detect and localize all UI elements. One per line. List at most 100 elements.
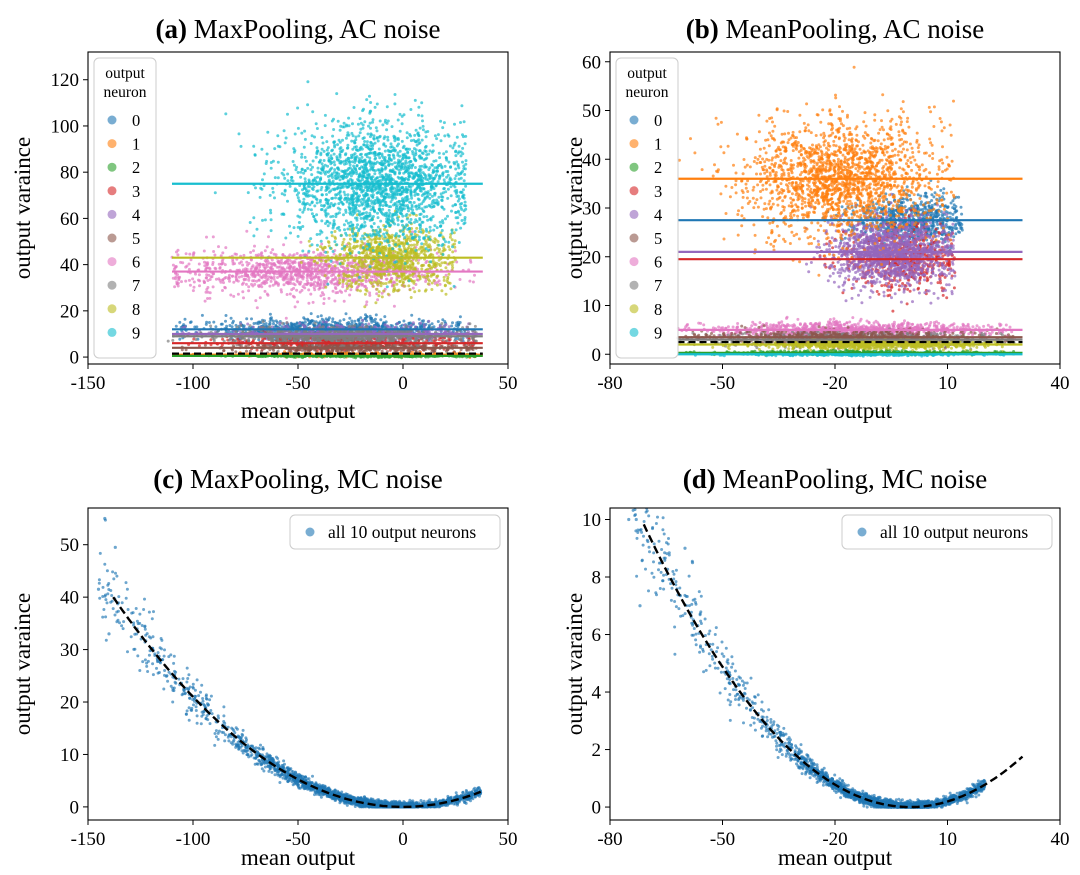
data-point (379, 200, 383, 204)
data-point (347, 261, 351, 265)
data-point (409, 249, 413, 253)
data-point (383, 158, 387, 162)
data-point (448, 248, 452, 252)
data-point (459, 205, 463, 209)
data-point (389, 266, 393, 270)
data-point (309, 292, 313, 296)
data-point (350, 319, 354, 323)
data-point (460, 219, 464, 222)
data-point (228, 273, 231, 277)
data-point (385, 285, 389, 289)
data-point (219, 262, 223, 266)
data-point (358, 213, 362, 217)
data-point (394, 232, 398, 236)
data-point (317, 287, 321, 291)
data-point (236, 292, 240, 296)
data-point (242, 324, 246, 328)
data-point (319, 251, 323, 255)
data-point (399, 252, 403, 256)
data-point (315, 201, 319, 205)
data-point (268, 312, 272, 316)
data-point (329, 259, 333, 263)
data-point (260, 285, 264, 289)
data-point (333, 264, 337, 268)
data-point (351, 198, 355, 202)
data-point (315, 243, 319, 247)
data-point (363, 292, 367, 296)
data-point (305, 193, 309, 197)
data-point (376, 298, 380, 302)
data-point (392, 253, 396, 257)
data-point (365, 192, 369, 196)
data-point (440, 244, 444, 248)
data-point (425, 243, 429, 247)
data-point (352, 106, 356, 109)
data-point (418, 227, 422, 231)
data-point (208, 267, 212, 271)
data-point (334, 260, 338, 264)
data-point (306, 103, 310, 107)
data-point (378, 152, 382, 156)
data-point (378, 281, 382, 285)
data-point (448, 178, 452, 182)
data-point (307, 288, 311, 292)
data-point (293, 305, 297, 309)
data-point (463, 218, 467, 222)
data-point (353, 204, 357, 208)
data-point (267, 235, 270, 239)
data-point (346, 131, 350, 135)
data-point (392, 146, 396, 150)
data-point (217, 245, 220, 249)
data-point (357, 175, 361, 179)
data-point (328, 246, 332, 250)
data-point (250, 265, 254, 269)
data-point (398, 154, 402, 158)
data-point (327, 258, 331, 262)
data-point (386, 138, 390, 142)
data-point (393, 149, 397, 153)
data-point (213, 191, 217, 195)
data-point (400, 275, 404, 279)
data-point (436, 320, 440, 323)
data-point (319, 171, 323, 175)
data-point (320, 242, 324, 246)
data-point (265, 245, 269, 249)
data-point (351, 223, 355, 227)
data-point (430, 205, 434, 209)
data-point (417, 203, 421, 207)
data-point (420, 267, 424, 271)
data-point (389, 158, 393, 162)
data-point (354, 192, 358, 196)
data-point (261, 262, 265, 266)
data-point (345, 264, 349, 268)
data-point (365, 289, 369, 293)
data-point (312, 250, 316, 254)
data-point (364, 313, 367, 317)
data-point (411, 262, 415, 265)
data-point (330, 267, 334, 271)
data-point (428, 192, 432, 196)
data-point (352, 244, 356, 248)
data-point (464, 204, 468, 208)
data-point (400, 114, 404, 118)
data-point (265, 152, 269, 156)
data-point (198, 284, 201, 288)
data-point (462, 164, 466, 168)
data-point (229, 293, 233, 297)
data-point (379, 210, 383, 214)
data-point (328, 205, 332, 209)
data-point (343, 228, 346, 232)
data-point (325, 193, 328, 196)
data-point (393, 102, 397, 106)
data-point (454, 210, 458, 214)
data-point (324, 260, 328, 264)
data-point (428, 196, 432, 200)
data-point (306, 317, 310, 321)
data-point (283, 193, 287, 197)
data-point (448, 235, 452, 239)
data-point (233, 252, 237, 256)
data-point (286, 172, 290, 176)
data-point (408, 264, 412, 268)
data-point (385, 260, 389, 264)
